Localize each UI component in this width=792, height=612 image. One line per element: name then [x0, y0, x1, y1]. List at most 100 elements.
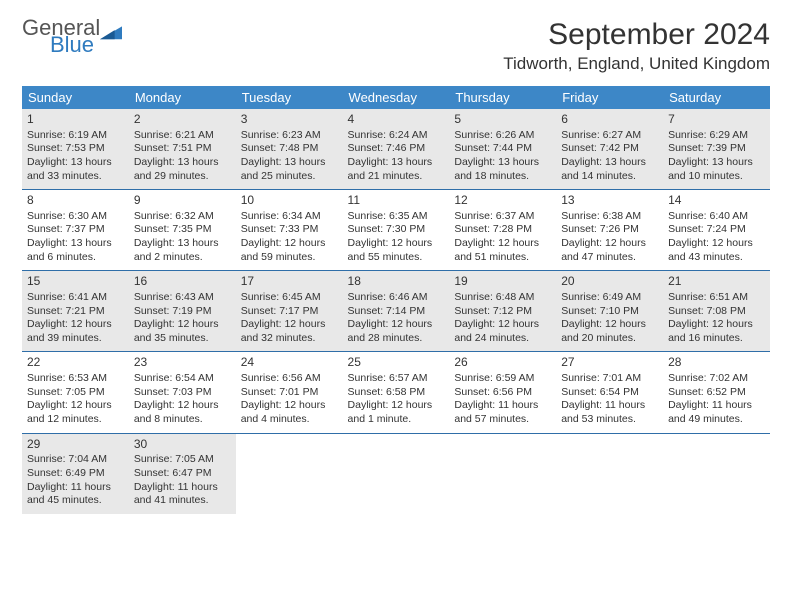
logo-blue: Blue — [22, 35, 100, 56]
calendar-cell — [449, 433, 556, 514]
day-number: 15 — [27, 274, 124, 290]
sunset-line: Sunset: 6:58 PM — [348, 386, 445, 400]
daylight-line: Daylight: 13 hours and 33 minutes. — [27, 156, 124, 183]
calendar-row: 15Sunrise: 6:41 AMSunset: 7:21 PMDayligh… — [22, 271, 770, 352]
daylight-line: Daylight: 12 hours and 12 minutes. — [27, 399, 124, 426]
sunset-line: Sunset: 6:52 PM — [668, 386, 765, 400]
sunset-line: Sunset: 7:14 PM — [348, 305, 445, 319]
calendar-cell — [236, 433, 343, 514]
calendar-cell: 22Sunrise: 6:53 AMSunset: 7:05 PMDayligh… — [22, 352, 129, 433]
calendar-cell: 4Sunrise: 6:24 AMSunset: 7:46 PMDaylight… — [343, 109, 450, 190]
calendar-cell: 2Sunrise: 6:21 AMSunset: 7:51 PMDaylight… — [129, 109, 236, 190]
day-number: 23 — [134, 355, 231, 371]
daylight-line: Daylight: 12 hours and 4 minutes. — [241, 399, 338, 426]
sunrise-line: Sunrise: 6:38 AM — [561, 210, 658, 224]
sunset-line: Sunset: 7:26 PM — [561, 223, 658, 237]
sunset-line: Sunset: 7:28 PM — [454, 223, 551, 237]
weekday-header: Sunday — [22, 86, 129, 109]
calendar-cell: 30Sunrise: 7:05 AMSunset: 6:47 PMDayligh… — [129, 433, 236, 514]
calendar-cell: 11Sunrise: 6:35 AMSunset: 7:30 PMDayligh… — [343, 190, 450, 271]
header: General Blue September 2024 Tidworth, En… — [22, 18, 770, 74]
day-number: 7 — [668, 112, 765, 128]
sunset-line: Sunset: 7:33 PM — [241, 223, 338, 237]
calendar-cell: 12Sunrise: 6:37 AMSunset: 7:28 PMDayligh… — [449, 190, 556, 271]
calendar-cell: 10Sunrise: 6:34 AMSunset: 7:33 PMDayligh… — [236, 190, 343, 271]
daylight-line: Daylight: 11 hours and 45 minutes. — [27, 481, 124, 508]
sunset-line: Sunset: 7:48 PM — [241, 142, 338, 156]
sunset-line: Sunset: 7:03 PM — [134, 386, 231, 400]
sunset-line: Sunset: 6:56 PM — [454, 386, 551, 400]
day-number: 8 — [27, 193, 124, 209]
sunset-line: Sunset: 7:05 PM — [27, 386, 124, 400]
sunset-line: Sunset: 7:08 PM — [668, 305, 765, 319]
calendar-cell: 20Sunrise: 6:49 AMSunset: 7:10 PMDayligh… — [556, 271, 663, 352]
sunrise-line: Sunrise: 6:45 AM — [241, 291, 338, 305]
daylight-line: Daylight: 12 hours and 35 minutes. — [134, 318, 231, 345]
day-number: 29 — [27, 437, 124, 453]
logo-triangle-icon — [100, 22, 122, 40]
calendar-cell — [556, 433, 663, 514]
calendar-cell: 29Sunrise: 7:04 AMSunset: 6:49 PMDayligh… — [22, 433, 129, 514]
calendar-cell: 14Sunrise: 6:40 AMSunset: 7:24 PMDayligh… — [663, 190, 770, 271]
calendar-cell: 16Sunrise: 6:43 AMSunset: 7:19 PMDayligh… — [129, 271, 236, 352]
sunrise-line: Sunrise: 6:53 AM — [27, 372, 124, 386]
sunrise-line: Sunrise: 6:23 AM — [241, 129, 338, 143]
day-number: 20 — [561, 274, 658, 290]
daylight-line: Daylight: 12 hours and 39 minutes. — [27, 318, 124, 345]
sunrise-line: Sunrise: 6:54 AM — [134, 372, 231, 386]
daylight-line: Daylight: 13 hours and 25 minutes. — [241, 156, 338, 183]
daylight-line: Daylight: 13 hours and 6 minutes. — [27, 237, 124, 264]
daylight-line: Daylight: 13 hours and 18 minutes. — [454, 156, 551, 183]
daylight-line: Daylight: 12 hours and 43 minutes. — [668, 237, 765, 264]
weekday-header: Thursday — [449, 86, 556, 109]
calendar-cell: 19Sunrise: 6:48 AMSunset: 7:12 PMDayligh… — [449, 271, 556, 352]
day-number: 22 — [27, 355, 124, 371]
calendar-row: 29Sunrise: 7:04 AMSunset: 6:49 PMDayligh… — [22, 433, 770, 514]
sunset-line: Sunset: 7:10 PM — [561, 305, 658, 319]
daylight-line: Daylight: 12 hours and 20 minutes. — [561, 318, 658, 345]
sunrise-line: Sunrise: 6:41 AM — [27, 291, 124, 305]
sunset-line: Sunset: 7:35 PM — [134, 223, 231, 237]
daylight-line: Daylight: 12 hours and 16 minutes. — [668, 318, 765, 345]
calendar-cell: 13Sunrise: 6:38 AMSunset: 7:26 PMDayligh… — [556, 190, 663, 271]
sunset-line: Sunset: 7:53 PM — [27, 142, 124, 156]
title-block: September 2024 Tidworth, England, United… — [503, 18, 770, 74]
calendar-cell: 28Sunrise: 7:02 AMSunset: 6:52 PMDayligh… — [663, 352, 770, 433]
sunrise-line: Sunrise: 6:21 AM — [134, 129, 231, 143]
day-number: 19 — [454, 274, 551, 290]
sunset-line: Sunset: 7:17 PM — [241, 305, 338, 319]
daylight-line: Daylight: 12 hours and 24 minutes. — [454, 318, 551, 345]
calendar-row: 8Sunrise: 6:30 AMSunset: 7:37 PMDaylight… — [22, 190, 770, 271]
calendar-cell: 27Sunrise: 7:01 AMSunset: 6:54 PMDayligh… — [556, 352, 663, 433]
calendar-cell: 26Sunrise: 6:59 AMSunset: 6:56 PMDayligh… — [449, 352, 556, 433]
day-number: 10 — [241, 193, 338, 209]
calendar-cell: 8Sunrise: 6:30 AMSunset: 7:37 PMDaylight… — [22, 190, 129, 271]
calendar-cell: 9Sunrise: 6:32 AMSunset: 7:35 PMDaylight… — [129, 190, 236, 271]
sunrise-line: Sunrise: 6:26 AM — [454, 129, 551, 143]
daylight-line: Daylight: 12 hours and 28 minutes. — [348, 318, 445, 345]
day-number: 24 — [241, 355, 338, 371]
sunrise-line: Sunrise: 7:04 AM — [27, 453, 124, 467]
sunset-line: Sunset: 7:21 PM — [27, 305, 124, 319]
calendar-cell: 3Sunrise: 6:23 AMSunset: 7:48 PMDaylight… — [236, 109, 343, 190]
day-number: 14 — [668, 193, 765, 209]
calendar-cell: 6Sunrise: 6:27 AMSunset: 7:42 PMDaylight… — [556, 109, 663, 190]
sunrise-line: Sunrise: 6:56 AM — [241, 372, 338, 386]
sunset-line: Sunset: 6:54 PM — [561, 386, 658, 400]
daylight-line: Daylight: 12 hours and 1 minute. — [348, 399, 445, 426]
sunrise-line: Sunrise: 6:40 AM — [668, 210, 765, 224]
daylight-line: Daylight: 11 hours and 41 minutes. — [134, 481, 231, 508]
daylight-line: Daylight: 11 hours and 53 minutes. — [561, 399, 658, 426]
daylight-line: Daylight: 13 hours and 21 minutes. — [348, 156, 445, 183]
daylight-line: Daylight: 11 hours and 49 minutes. — [668, 399, 765, 426]
sunrise-line: Sunrise: 6:59 AM — [454, 372, 551, 386]
sunrise-line: Sunrise: 6:49 AM — [561, 291, 658, 305]
weekday-header: Friday — [556, 86, 663, 109]
daylight-line: Daylight: 11 hours and 57 minutes. — [454, 399, 551, 426]
calendar-cell: 18Sunrise: 6:46 AMSunset: 7:14 PMDayligh… — [343, 271, 450, 352]
sunset-line: Sunset: 7:24 PM — [668, 223, 765, 237]
calendar-cell: 5Sunrise: 6:26 AMSunset: 7:44 PMDaylight… — [449, 109, 556, 190]
weekday-header: Wednesday — [343, 86, 450, 109]
day-number: 9 — [134, 193, 231, 209]
weekday-header-row: Sunday Monday Tuesday Wednesday Thursday… — [22, 86, 770, 109]
